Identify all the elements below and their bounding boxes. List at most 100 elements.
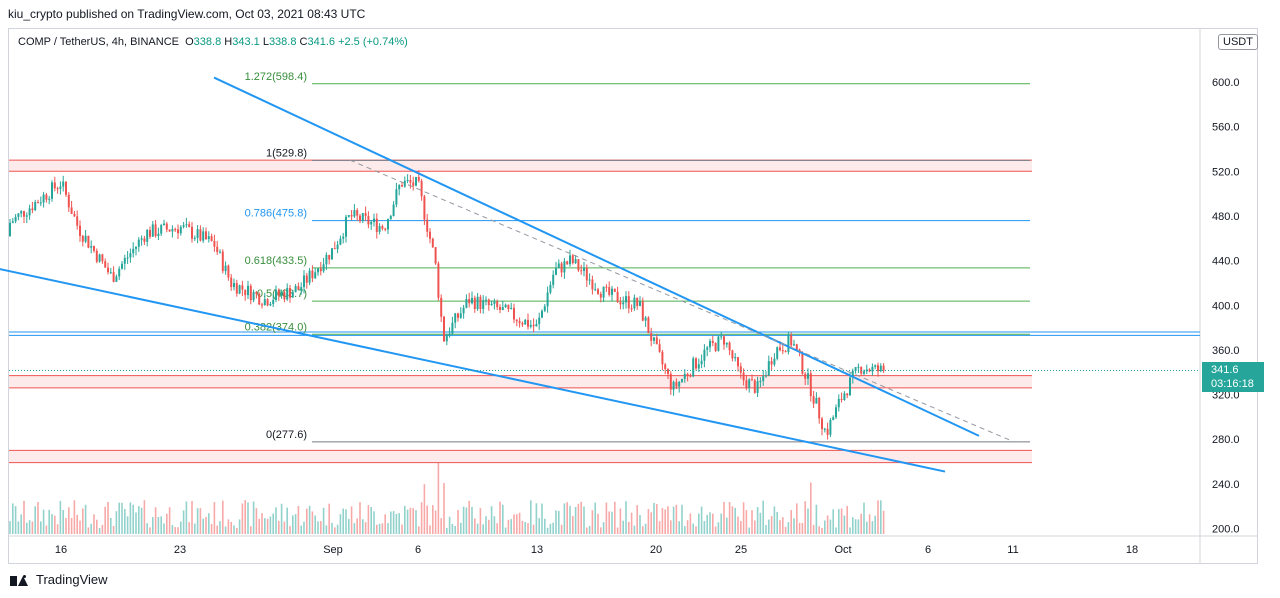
candle-body xyxy=(468,299,471,304)
candle-body xyxy=(588,279,591,281)
volume-bar xyxy=(98,527,101,534)
volume-bar xyxy=(182,510,185,534)
volume-bar xyxy=(387,523,389,534)
candle-body xyxy=(877,365,879,372)
candle-body xyxy=(538,317,541,324)
volume-bar xyxy=(434,510,437,534)
candle-body xyxy=(714,342,717,351)
volume-bar xyxy=(807,508,809,534)
candle-body xyxy=(266,299,269,306)
volume-bar xyxy=(574,506,577,534)
candle-body xyxy=(70,207,73,214)
candle-body xyxy=(672,381,675,390)
volume-bar xyxy=(577,503,580,534)
candle-body xyxy=(703,349,706,361)
volume-bar xyxy=(852,517,854,534)
volume-bar xyxy=(572,516,574,534)
volume-bar xyxy=(384,514,386,534)
candle-body xyxy=(87,235,90,248)
candle-body xyxy=(650,333,653,341)
volume-bar xyxy=(507,519,510,534)
candle-body xyxy=(630,308,633,310)
candle-body xyxy=(423,196,426,220)
volume-bar xyxy=(877,500,879,534)
high-label: H xyxy=(224,36,233,48)
candle-body xyxy=(359,215,361,221)
candle-body xyxy=(109,272,112,274)
open-label: O xyxy=(185,36,194,48)
volume-bar xyxy=(765,524,767,534)
candle-body xyxy=(865,369,868,372)
candle-body xyxy=(532,324,535,327)
footer-brand[interactable]: TradingView xyxy=(10,572,108,587)
candle-body xyxy=(283,292,286,300)
candle-body xyxy=(249,285,252,301)
candle-body xyxy=(213,240,216,247)
volume-bar xyxy=(303,521,305,534)
volume-bar xyxy=(488,519,490,534)
candle-body xyxy=(378,226,381,232)
candle-body xyxy=(695,358,697,369)
candle-body xyxy=(443,316,445,342)
volume-bar xyxy=(40,521,42,534)
volume-bar xyxy=(566,502,568,534)
candle-body xyxy=(602,286,605,298)
volume-bar xyxy=(322,507,325,534)
time-tick-label: 16 xyxy=(55,544,67,556)
candle-body xyxy=(431,238,434,248)
candle-body xyxy=(62,181,65,187)
candle-body xyxy=(555,268,557,275)
volume-bar xyxy=(264,518,266,534)
volume-bar xyxy=(482,524,484,534)
volume-bar xyxy=(479,508,482,534)
candle-body xyxy=(689,375,692,377)
candle-body xyxy=(837,398,840,408)
volume-bar xyxy=(664,509,666,534)
price-tick-label: 240.0 xyxy=(1212,479,1240,491)
volume-bar xyxy=(868,514,871,534)
candle-body xyxy=(53,182,56,189)
candle-body xyxy=(644,317,647,321)
volume-bar xyxy=(880,500,882,534)
candle-body xyxy=(224,265,227,272)
candle-body xyxy=(815,397,818,404)
volume-bar xyxy=(404,505,406,534)
volume-bar xyxy=(723,501,725,534)
candle-body xyxy=(605,286,608,288)
price-tick-label: 320.0 xyxy=(1212,390,1240,402)
candle-body xyxy=(261,304,263,306)
candle-body xyxy=(364,213,367,216)
candle-body xyxy=(807,373,809,379)
candle-body xyxy=(48,198,51,200)
fib-level-label: 0.618(433.5) xyxy=(245,255,307,267)
volume-bar xyxy=(280,503,283,534)
currency-button[interactable]: USDT xyxy=(1218,34,1258,50)
volume-bar xyxy=(821,527,823,534)
candle-body xyxy=(65,181,67,195)
candle-body xyxy=(753,380,756,393)
candle-body xyxy=(319,268,322,272)
bar-countdown: 03:16:18 xyxy=(1211,378,1254,390)
candle-body xyxy=(846,393,849,396)
candle-body xyxy=(832,417,835,420)
candle-body xyxy=(854,367,857,371)
candle-body xyxy=(594,289,597,291)
volume-bar xyxy=(28,520,31,534)
candle-body xyxy=(157,233,160,237)
candle-body xyxy=(191,226,193,239)
candle-body xyxy=(608,287,611,295)
time-tick-label: 11 xyxy=(1007,544,1018,556)
candle-body xyxy=(611,288,613,295)
candle-body xyxy=(280,292,283,296)
candle-body xyxy=(781,350,784,352)
candle-body xyxy=(196,229,199,238)
price-tick-label: 480.0 xyxy=(1212,211,1240,223)
candle-body xyxy=(583,267,585,271)
candle-body xyxy=(462,307,465,314)
volume-bar xyxy=(448,516,451,534)
volume-bar xyxy=(423,484,426,534)
volume-bar xyxy=(20,514,22,534)
volume-bar xyxy=(306,508,308,534)
candle-body xyxy=(479,296,482,310)
